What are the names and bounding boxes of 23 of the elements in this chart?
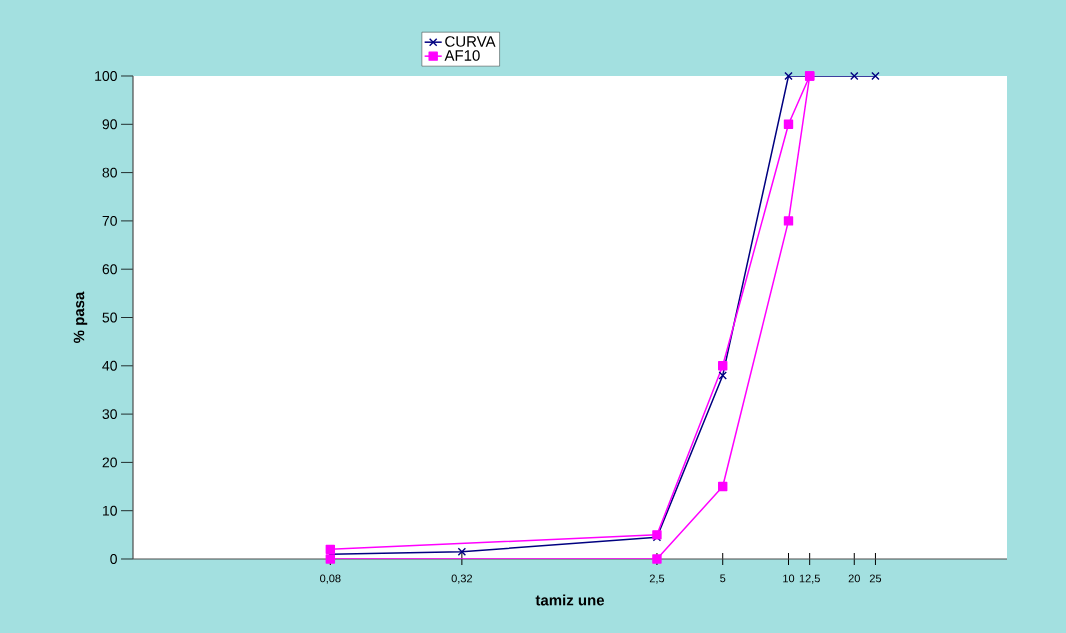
- legend-label: CURVA: [445, 36, 496, 47]
- y-tick-label: 30: [102, 409, 117, 420]
- y-tick-label: 10: [103, 505, 117, 516]
- x-tick-label: 0,32: [451, 574, 473, 584]
- x-tick-label: 25: [869, 574, 882, 583]
- x-tick-label: 10: [783, 574, 795, 583]
- y-tick-label: 20: [102, 457, 117, 468]
- x-tick-label: 20: [848, 574, 860, 583]
- x-tick-label: 2,5: [649, 574, 665, 584]
- x-tick-label: 12,5: [799, 574, 820, 584]
- y-tick-label: 40: [102, 360, 117, 371]
- y-tick-label: 70: [102, 215, 117, 226]
- x-tick-label: 0,08: [320, 574, 341, 584]
- y-tick-label: 50: [102, 312, 117, 323]
- y-tick-label: 100: [95, 71, 117, 81]
- y-tick-label: 0: [110, 554, 117, 564]
- y-tick-label: 90: [102, 119, 117, 130]
- y-tick-label: 80: [102, 167, 117, 178]
- x-tick-label: 5: [720, 574, 726, 583]
- x-axis-title: tamiz une: [535, 594, 605, 606]
- y-tick-label: 60: [102, 264, 117, 275]
- y-axis-title: % pasa: [73, 291, 88, 343]
- legend-label: AF10: [444, 50, 480, 61]
